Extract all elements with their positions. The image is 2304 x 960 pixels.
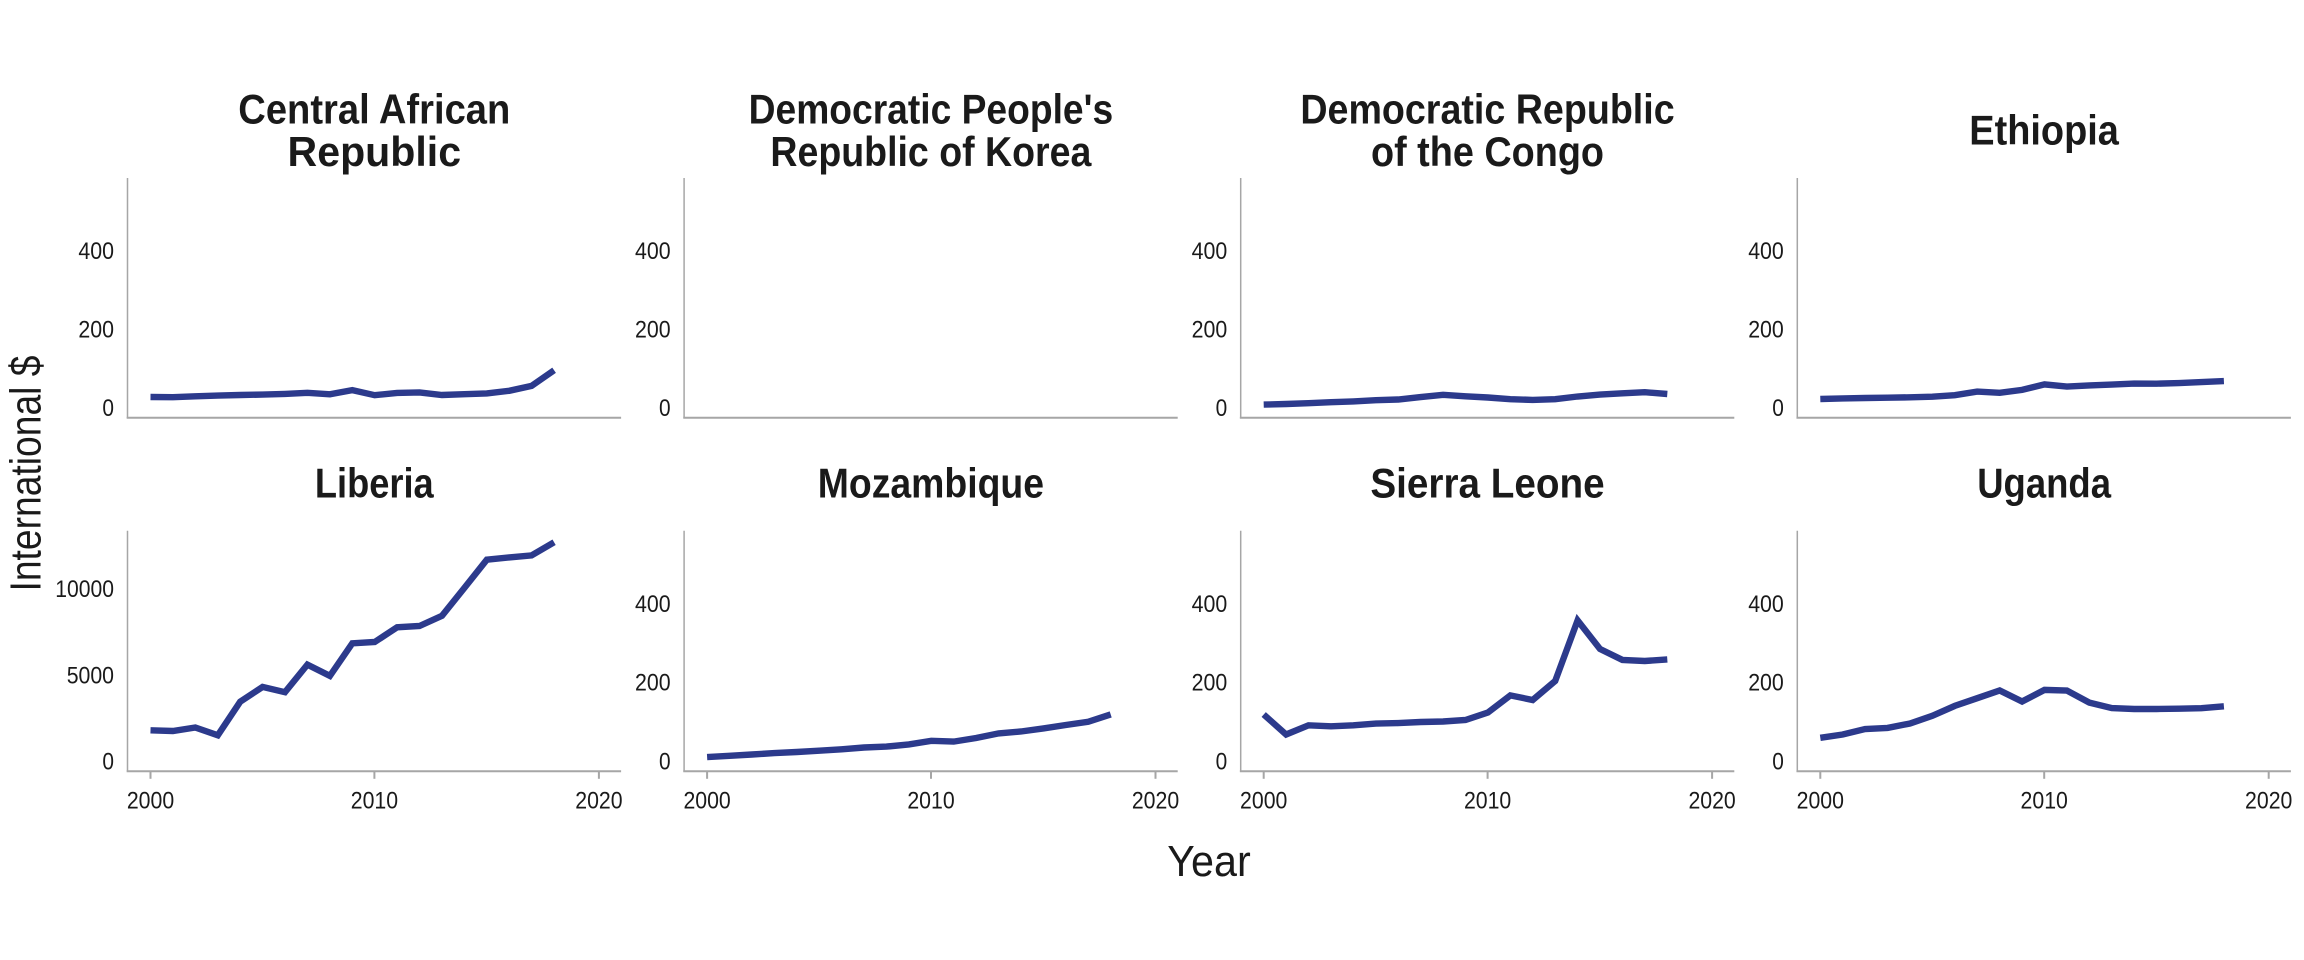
svg-text:2010: 2010 — [2021, 788, 2068, 815]
svg-text:400: 400 — [1748, 238, 1784, 265]
svg-text:200: 200 — [1748, 316, 1784, 343]
svg-text:200: 200 — [635, 670, 671, 697]
svg-text:0: 0 — [659, 395, 671, 422]
svg-text:0: 0 — [1216, 395, 1228, 422]
svg-text:Republic: Republic — [288, 128, 462, 175]
svg-text:0: 0 — [102, 749, 114, 776]
svg-text:2010: 2010 — [351, 788, 398, 815]
svg-text:200: 200 — [78, 316, 114, 343]
svg-text:5000: 5000 — [67, 662, 114, 689]
svg-text:Year: Year — [1167, 837, 1251, 886]
svg-text:Ethiopia: Ethiopia — [1969, 106, 2119, 153]
svg-text:200: 200 — [1748, 670, 1784, 697]
svg-text:2000: 2000 — [1797, 788, 1844, 815]
svg-text:0: 0 — [1772, 748, 1784, 775]
svg-text:2000: 2000 — [683, 788, 730, 815]
svg-text:International $: International $ — [2, 356, 51, 592]
svg-text:0: 0 — [659, 748, 671, 775]
svg-text:Sierra Leone: Sierra Leone — [1370, 460, 1604, 507]
svg-text:2000: 2000 — [127, 788, 174, 815]
svg-text:2000: 2000 — [1240, 788, 1287, 815]
svg-text:200: 200 — [1192, 316, 1228, 343]
svg-text:2020: 2020 — [575, 788, 622, 815]
svg-text:400: 400 — [635, 591, 671, 618]
svg-text:0: 0 — [102, 395, 114, 422]
svg-text:0: 0 — [1772, 395, 1784, 422]
svg-text:Democratic Republic: Democratic Republic — [1300, 86, 1674, 133]
svg-text:200: 200 — [635, 316, 671, 343]
svg-text:2020: 2020 — [2245, 788, 2292, 815]
svg-text:2020: 2020 — [1132, 788, 1179, 815]
svg-text:400: 400 — [1192, 238, 1228, 265]
svg-text:10000: 10000 — [55, 576, 114, 603]
svg-text:400: 400 — [78, 238, 114, 265]
svg-text:2010: 2010 — [907, 788, 954, 815]
svg-text:400: 400 — [1748, 591, 1784, 618]
svg-text:Mozambique: Mozambique — [818, 460, 1044, 507]
svg-text:400: 400 — [635, 238, 671, 265]
svg-text:Democratic People's: Democratic People's — [749, 86, 1114, 133]
svg-text:2010: 2010 — [1464, 788, 1511, 815]
svg-text:400: 400 — [1192, 591, 1228, 618]
svg-text:Liberia: Liberia — [315, 460, 434, 507]
svg-text:2020: 2020 — [1688, 788, 1735, 815]
svg-text:Republic of Korea: Republic of Korea — [770, 128, 1092, 175]
svg-text:of the Congo: of the Congo — [1371, 128, 1604, 175]
svg-text:Central African: Central African — [238, 86, 510, 133]
svg-text:Uganda: Uganda — [1977, 460, 2111, 507]
svg-text:0: 0 — [1216, 748, 1228, 775]
svg-text:200: 200 — [1192, 670, 1228, 697]
